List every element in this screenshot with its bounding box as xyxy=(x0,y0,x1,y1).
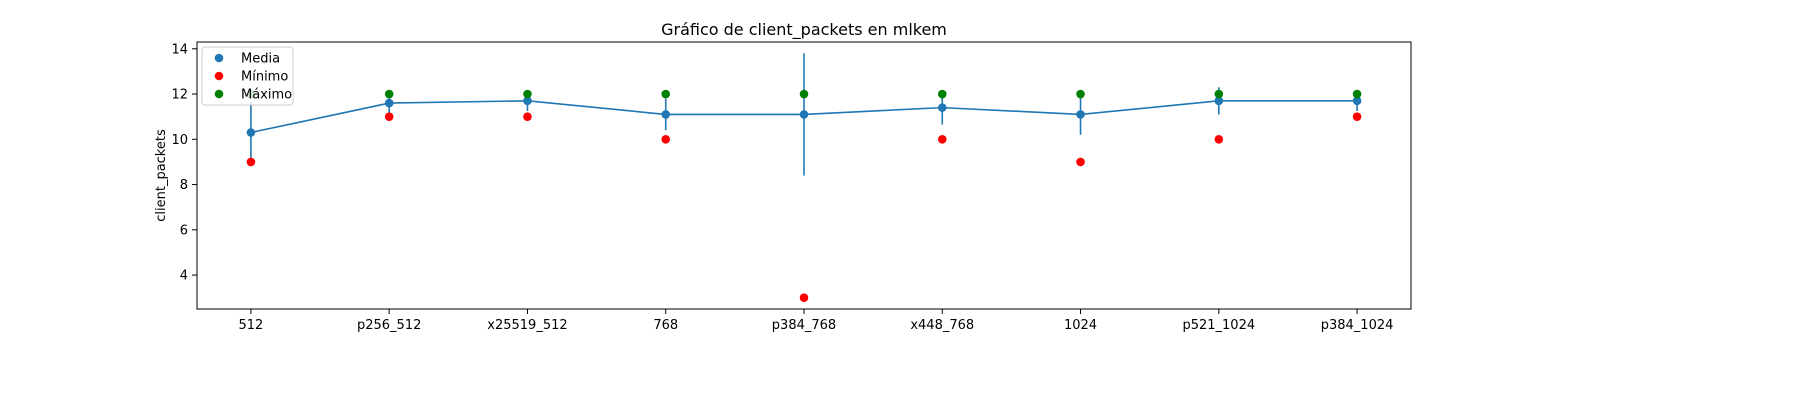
legend-label: Mínimo xyxy=(241,70,288,85)
legend-item-media: Media xyxy=(214,52,280,67)
x-axis: 512 p256_512 x25519_512 768 p384_768 x448_768… xyxy=(239,309,1394,333)
mean-point xyxy=(1352,96,1362,106)
mean-point xyxy=(1214,96,1224,106)
legend-marker xyxy=(214,71,224,81)
legend-item-minimo: Mínimo xyxy=(214,70,288,85)
y-tick-label: 8 xyxy=(180,178,188,193)
mean-point xyxy=(661,110,671,119)
legend-marker xyxy=(214,89,224,99)
max-point xyxy=(937,89,947,99)
min-point xyxy=(384,112,394,121)
x-tick-label: 1024 xyxy=(1064,318,1097,333)
legend-label: Máximo xyxy=(241,88,292,103)
max-point xyxy=(1352,89,1362,99)
legend-label: Media xyxy=(241,52,280,67)
max-point xyxy=(799,89,809,99)
max-point xyxy=(1214,89,1224,99)
x-tick-label: p384_768 xyxy=(772,318,836,333)
max-point xyxy=(661,89,671,99)
min-point xyxy=(1214,134,1224,144)
min-point xyxy=(661,134,671,144)
y-tick-label: 12 xyxy=(171,88,188,103)
min-point xyxy=(1352,112,1362,121)
legend-box xyxy=(201,46,294,106)
min-point xyxy=(523,112,532,121)
mean-point xyxy=(523,96,532,106)
min-point xyxy=(1076,157,1085,167)
min-point xyxy=(246,157,256,167)
data-points xyxy=(246,89,1362,302)
x-tick-label: 768 xyxy=(653,318,678,333)
mean-point xyxy=(1076,110,1085,119)
legend-item-maximo: Máximo xyxy=(214,88,292,103)
legend-marker xyxy=(214,53,224,63)
mean-point xyxy=(799,110,809,119)
x-tick-label: p384_1024 xyxy=(1321,318,1394,333)
y-tick-label: 14 xyxy=(171,42,188,57)
mean-point xyxy=(937,103,947,112)
x-tick-label: 512 xyxy=(239,318,264,333)
max-point xyxy=(384,89,394,99)
mean-point xyxy=(384,98,394,108)
x-tick-label: x448_768 xyxy=(910,318,974,333)
chart-title: Gráfico de client_packets en mlkem xyxy=(661,20,947,40)
x-tick-label: p256_512 xyxy=(357,318,421,333)
y-tick-label: 4 xyxy=(180,269,188,284)
max-point xyxy=(1076,89,1085,99)
max-point xyxy=(523,89,532,99)
y-axis: 4 6 8 10 12 14 xyxy=(171,42,197,284)
y-tick-label: 6 xyxy=(180,223,188,238)
min-point xyxy=(799,293,809,302)
y-axis-label: client_packets xyxy=(154,129,169,222)
mean-point xyxy=(246,128,256,137)
legend: Media Mínimo Máximo xyxy=(201,46,294,106)
x-tick-label: x25519_512 xyxy=(487,318,567,333)
y-tick-label: 10 xyxy=(171,133,188,148)
min-point xyxy=(937,134,947,144)
x-tick-label: p521_1024 xyxy=(1182,318,1255,333)
